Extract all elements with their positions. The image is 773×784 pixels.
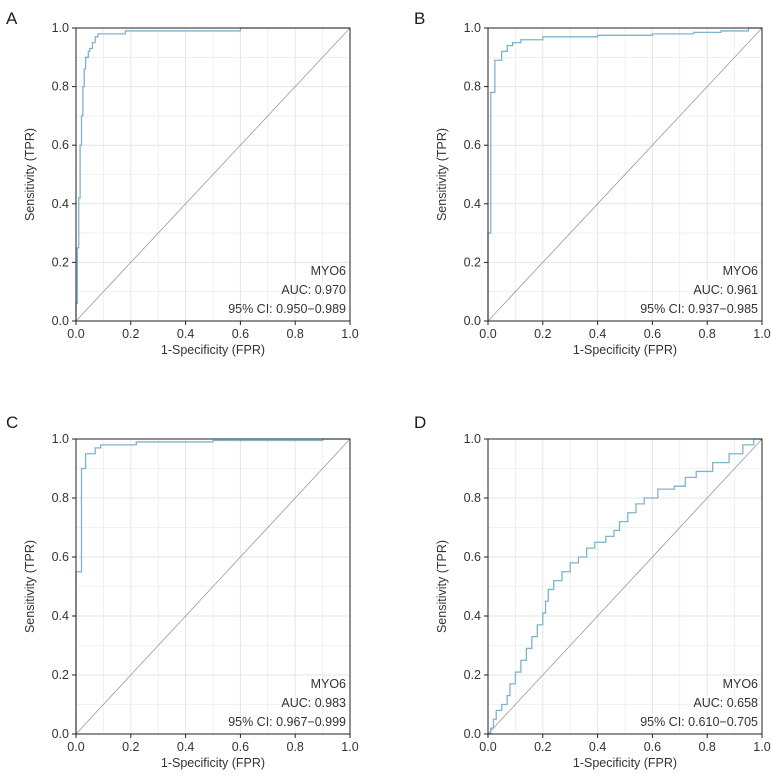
chart-3-roc-curve <box>488 438 762 735</box>
chart-3-x-tick-label: 0.0 <box>479 740 496 754</box>
chart-0-x-tick-label: 1.0 <box>341 327 358 341</box>
chart-1-reference-line <box>487 27 763 322</box>
chart-3-y-tick-label: 0.0 <box>464 727 481 741</box>
chart-3-annotation-auc: AUC: 0.658 <box>693 696 758 710</box>
chart-2-annotation-auc: AUC: 0.983 <box>281 696 346 710</box>
chart-0-annotation-auc: AUC: 0.970 <box>281 283 346 297</box>
chart-1-y-tick-label: 0.0 <box>464 314 481 328</box>
chart-2-frame <box>75 438 351 735</box>
chart-1-annotation-auc: AUC: 0.961 <box>693 283 758 297</box>
chart-3-x-axis-title: 1-Specificity (FPR) <box>573 756 677 770</box>
chart-3-y-axis-title: Sensitivity (TPR) <box>435 540 449 633</box>
chart-1-frame <box>487 27 763 322</box>
chart-0-panel-letter: A <box>6 9 18 28</box>
chart-3-y-tick-label: 0.6 <box>464 550 481 564</box>
chart-0-reference-line <box>75 27 351 322</box>
chart-3-x-tick-label: 0.2 <box>534 740 551 754</box>
chart-0-y-tick-label: 1.0 <box>52 21 69 35</box>
chart-1-roc-curve <box>487 27 762 321</box>
chart-0-panel: A 0.0 0.2 0.4 0.6 0.8 1.0 0.0 0.2 0.4 0.6 0.8 1.0 1-S… <box>6 9 359 357</box>
chart-2-y-tick-label: 0.6 <box>52 550 69 564</box>
chart-0-x-tick-label: 0.6 <box>232 327 249 341</box>
chart-2-x-tick-label: 0.0 <box>67 740 84 754</box>
chart-2-y-tick-label: 0.4 <box>52 609 69 623</box>
chart-1-x-tick-label: 1.0 <box>753 327 770 341</box>
chart-0-annotation-name: MYO6 <box>311 264 346 278</box>
chart-0-x-tick-label: 0.0 <box>67 327 84 341</box>
chart-1-annotation-name: MYO6 <box>723 264 758 278</box>
chart-0-y-tick-label: 0.4 <box>52 197 69 211</box>
chart-1-y-tick-label: 0.4 <box>464 197 481 211</box>
chart-2-roc-curve <box>75 438 350 734</box>
chart-3-y-tick-label: 0.8 <box>464 491 481 505</box>
chart-3-x-tick-label: 1.0 <box>753 740 770 754</box>
chart-2-panel-letter: C <box>6 413 18 432</box>
chart-2-x-tick-label: 0.4 <box>177 740 194 754</box>
chart-0-y-axis-title: Sensitivity (TPR) <box>23 128 37 221</box>
chart-0-y-tick-label: 0.8 <box>52 80 69 94</box>
chart-2-reference-line <box>75 438 351 735</box>
chart-3-y-tick-label: 0.2 <box>464 668 481 682</box>
chart-2-annotation-ci: 95% CI: 0.967−0.999 <box>228 715 346 729</box>
chart-2-x-tick-label: 0.8 <box>287 740 304 754</box>
chart-3-y-tick-label: 1.0 <box>464 432 481 446</box>
chart-2-y-tick-label: 0.0 <box>52 727 69 741</box>
chart-2-x-tick-label: 0.2 <box>122 740 139 754</box>
chart-1-y-tick-label: 0.2 <box>464 255 481 269</box>
chart-1-y-axis-title: Sensitivity (TPR) <box>435 128 449 221</box>
chart-0-frame <box>75 27 351 322</box>
chart-0-y-tick-label: 0.0 <box>52 314 69 328</box>
chart-1-annotation-ci: 95% CI: 0.937−0.985 <box>640 302 758 316</box>
chart-1-x-tick-label: 0.4 <box>589 327 606 341</box>
chart-2-panel: C 0.0 0.2 0.4 0.6 0.8 1.0 0.0 0.2 0.4 0.6 0.8 1.0 1-S… <box>6 413 359 770</box>
chart-1-x-tick-label: 0.6 <box>644 327 661 341</box>
chart-1-y-tick-label: 0.6 <box>464 138 481 152</box>
chart-2-y-tick-label: 0.8 <box>52 491 69 505</box>
chart-2-y-tick-label: 0.2 <box>52 668 69 682</box>
chart-3-x-tick-label: 0.8 <box>699 740 716 754</box>
chart-0-roc-curve <box>75 27 350 321</box>
chart-2-annotation-name: MYO6 <box>311 677 346 691</box>
chart-2-x-axis-title: 1-Specificity (FPR) <box>161 756 265 770</box>
chart-2-y-tick-label: 1.0 <box>52 432 69 446</box>
chart-2-x-tick-label: 0.6 <box>232 740 249 754</box>
chart-3-annotation-name: MYO6 <box>723 677 758 691</box>
chart-3-panel: D 0.0 0.2 0.4 0.6 0.8 1.0 0.0 0.2 0.4 0.6 0.8 1.0 1-S… <box>414 413 771 770</box>
chart-0-x-axis-title: 1-Specificity (FPR) <box>161 343 265 357</box>
chart-3-y-tick-label: 0.4 <box>464 609 481 623</box>
chart-0-x-tick-label: 0.2 <box>122 327 139 341</box>
chart-3-reference-line <box>487 438 763 735</box>
chart-0-annotation-ci: 95% CI: 0.950−0.989 <box>228 302 346 316</box>
chart-3-frame <box>487 438 763 735</box>
chart-3-x-tick-label: 0.6 <box>644 740 661 754</box>
chart-1-y-tick-label: 0.8 <box>464 80 481 94</box>
chart-1-x-tick-label: 0.0 <box>479 327 496 341</box>
chart-0-y-tick-label: 0.6 <box>52 138 69 152</box>
chart-2-y-axis-title: Sensitivity (TPR) <box>23 540 37 633</box>
chart-0-x-tick-label: 0.4 <box>177 327 194 341</box>
chart-3-x-tick-label: 0.4 <box>589 740 606 754</box>
chart-1-x-axis-title: 1-Specificity (FPR) <box>573 343 677 357</box>
chart-0-x-tick-label: 0.8 <box>287 327 304 341</box>
chart-3-annotation-ci: 95% CI: 0.610−0.705 <box>640 715 758 729</box>
chart-1-panel-letter: B <box>414 9 425 28</box>
chart-0-y-tick-label: 0.2 <box>52 255 69 269</box>
chart-1-y-tick-label: 1.0 <box>464 21 481 35</box>
chart-1-panel: B 0.0 0.2 0.4 0.6 0.8 1.0 0.0 0.2 0.4 0.6 0.8 1.0 1-S… <box>414 9 771 357</box>
chart-3-panel-letter: D <box>414 413 426 432</box>
chart-1-x-tick-label: 0.2 <box>534 327 551 341</box>
chart-1-x-tick-label: 0.8 <box>699 327 716 341</box>
chart-2-x-tick-label: 1.0 <box>341 740 358 754</box>
